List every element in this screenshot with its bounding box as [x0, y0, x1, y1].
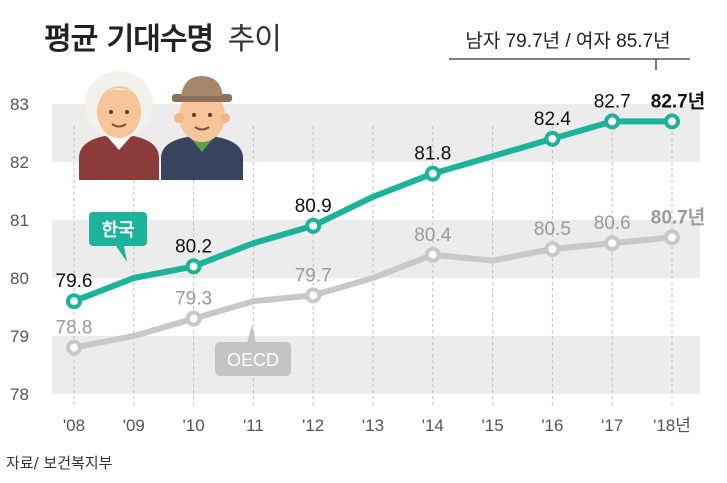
x-tick-label: '09	[123, 416, 145, 435]
korea-point	[305, 217, 322, 234]
chart-title-main: 평균 기대수명	[44, 22, 214, 57]
oecd-point	[424, 246, 441, 263]
note-text: 남자 79.7년 / 여자 85.7년	[465, 30, 670, 52]
oecd-line	[71, 234, 675, 351]
korea-data-label: 79.6	[56, 271, 93, 292]
oecd-data-label: 80.7년	[651, 206, 705, 228]
korea-data-label: 82.4	[534, 109, 571, 130]
oecd-point	[66, 339, 82, 356]
x-tick-label: '15	[482, 416, 504, 435]
x-tick-label: '13	[362, 416, 384, 435]
y-axis-ticks: 78 79 80 81 82 83	[10, 95, 29, 404]
elderly-woman-icon	[79, 71, 159, 180]
oecd-data-label: 78.8	[56, 318, 93, 339]
oecd-data-label: 79.7	[295, 265, 332, 286]
korea-point	[544, 130, 561, 147]
y-tick-label: 81	[10, 211, 29, 230]
x-tick-label: '16	[541, 416, 563, 435]
korea-data-label: 80.2	[175, 236, 212, 257]
series-korea: 79.6 80.2 80.9 81.8 82.4 82.7 82.7년	[56, 90, 705, 310]
korea-data-label: 80.9	[295, 196, 332, 217]
oecd-point	[664, 229, 680, 246]
oecd-data-label: 80.5	[534, 219, 571, 240]
korea-data-label: 82.7	[594, 91, 631, 112]
x-tick-label: '14	[422, 416, 444, 435]
band-0	[52, 104, 700, 162]
y-tick-label: 83	[10, 95, 29, 114]
korea-point	[185, 258, 202, 275]
oecd-point	[185, 310, 202, 327]
chart-title: 평균 기대수명 추이	[44, 14, 282, 58]
x-tick-label: '08	[63, 416, 85, 435]
korea-data-label: 82.7년	[651, 90, 705, 112]
source-note: 자료/ 보건복지부	[6, 454, 113, 472]
x-tick-label: '12	[302, 416, 324, 435]
korea-point	[664, 113, 680, 130]
oecd-data-label: 79.3	[175, 289, 212, 310]
elderly-man-icon	[161, 76, 243, 180]
band-2	[52, 336, 700, 394]
y-tick-label: 79	[10, 327, 29, 346]
korea-line	[71, 118, 675, 305]
series-oecd: 78.8 79.3 79.7 80.4 80.5 80.6 80.7년	[56, 206, 705, 356]
x-axis-ticks: '08 '09 '10 '11 '12 '13 '14 '15 '16 '17 '18년	[63, 416, 691, 435]
oecd-point	[544, 241, 561, 257]
x-tick-label: '10	[183, 416, 205, 435]
legend-oecd-label: OECD	[227, 350, 279, 370]
x-tick-label: '11	[243, 416, 264, 435]
y-tick-label: 80	[10, 269, 29, 288]
chart-bands	[52, 104, 700, 394]
y-tick-label: 78	[10, 385, 29, 404]
y-tick-label: 82	[10, 153, 29, 172]
band-1	[52, 220, 700, 278]
korea-point	[424, 165, 441, 182]
legend-korea-label: 한국	[101, 220, 134, 241]
x-tick-label: '18년	[653, 416, 691, 435]
oecd-point	[604, 235, 621, 252]
oecd-point	[305, 287, 322, 304]
chart-title-sub: 추이	[227, 22, 282, 57]
legend-korea: 한국	[89, 212, 147, 262]
korea-data-label: 81.8	[414, 144, 451, 165]
x-tick-label: '17	[601, 416, 623, 435]
korea-point	[66, 293, 82, 310]
legend-oecd: OECD	[215, 325, 291, 376]
korea-point	[604, 113, 621, 130]
oecd-data-label: 80.4	[414, 225, 451, 246]
oecd-data-label: 80.6	[594, 213, 631, 234]
